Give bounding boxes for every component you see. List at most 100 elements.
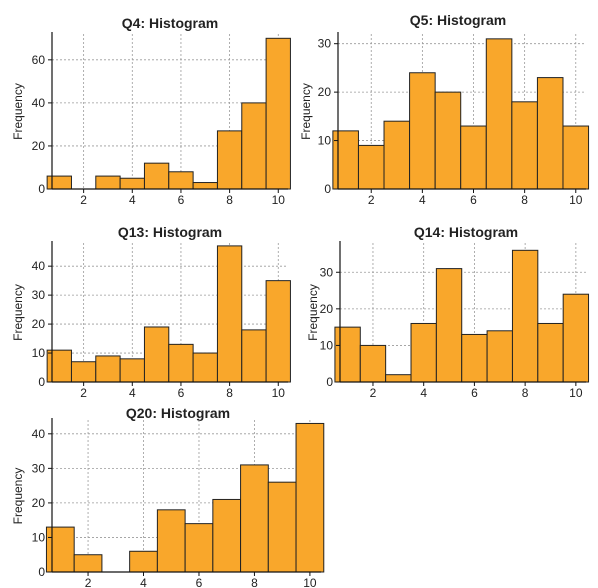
y-tick-label: 0 bbox=[38, 565, 45, 579]
histogram-panel: Q20: Histogram Frequency 2 4 6 8 10 0 10 20 30 40 bbox=[11, 405, 325, 588]
y-tick-label: 20 bbox=[32, 496, 46, 510]
histogram-bar bbox=[485, 38, 513, 190]
histogram-bar bbox=[267, 481, 297, 573]
x-tick-label: 2 bbox=[85, 576, 92, 588]
histogram-bar bbox=[241, 329, 267, 383]
x-tick-label: 8 bbox=[521, 193, 528, 207]
histogram-bar bbox=[168, 343, 194, 383]
x-tick-label: 2 bbox=[80, 386, 87, 400]
histogram-bar bbox=[119, 358, 145, 383]
x-tick-label: 4 bbox=[129, 386, 136, 400]
histogram-bar bbox=[129, 550, 158, 573]
y-tick-label: 30 bbox=[32, 461, 46, 475]
y-tick-label: 40 bbox=[32, 259, 46, 273]
y-tick-label: 0 bbox=[38, 375, 45, 389]
y-tick-label: 20 bbox=[318, 85, 332, 99]
chart-title: Q13: Histogram bbox=[118, 224, 222, 240]
y-axis-label: Frequency bbox=[306, 284, 320, 341]
x-tick-label: 4 bbox=[129, 193, 136, 207]
y-tick-label: 40 bbox=[32, 96, 46, 110]
histogram-bar bbox=[332, 130, 359, 190]
x-tick-label: 2 bbox=[370, 386, 377, 400]
y-tick-label: 30 bbox=[318, 37, 332, 51]
histogram-bar bbox=[184, 523, 214, 573]
histogram-bar bbox=[212, 498, 242, 573]
histogram-bar bbox=[73, 554, 103, 573]
y-tick-label: 30 bbox=[32, 288, 46, 302]
histogram-bar bbox=[70, 361, 97, 383]
histogram-bar bbox=[192, 352, 218, 383]
y-axis-label: Frequency bbox=[11, 468, 25, 525]
histogram-bar bbox=[562, 293, 590, 383]
histogram-bar bbox=[511, 101, 538, 190]
y-tick-label: 40 bbox=[32, 427, 46, 441]
histogram-bar bbox=[385, 374, 412, 383]
histogram-bar bbox=[216, 130, 243, 190]
x-tick-label: 10 bbox=[272, 386, 286, 400]
x-tick-label: 8 bbox=[226, 386, 233, 400]
y-axis-label: Frequency bbox=[11, 83, 25, 140]
histogram-bar bbox=[410, 322, 437, 383]
y-axis-label: Frequency bbox=[299, 83, 313, 140]
x-tick-label: 2 bbox=[368, 193, 375, 207]
histogram-bar bbox=[511, 249, 539, 383]
chart-title: Q20: Histogram bbox=[126, 405, 230, 421]
histogram-bar bbox=[216, 245, 243, 383]
x-tick-label: 10 bbox=[569, 386, 583, 400]
histogram-bar bbox=[486, 330, 513, 383]
histogram-bar bbox=[295, 422, 325, 573]
x-tick-label: 4 bbox=[420, 386, 427, 400]
x-tick-label: 10 bbox=[569, 193, 583, 207]
histogram-bar bbox=[241, 102, 267, 190]
histogram-bar bbox=[168, 171, 194, 190]
histogram-bar bbox=[95, 175, 121, 190]
histogram-bar bbox=[240, 464, 269, 573]
x-tick-label: 10 bbox=[272, 193, 286, 207]
histogram-bar bbox=[46, 349, 72, 383]
y-tick-label: 20 bbox=[32, 317, 46, 331]
x-tick-label: 6 bbox=[196, 576, 203, 588]
histogram-bar bbox=[461, 333, 488, 383]
chart-title: Q14: Histogram bbox=[414, 224, 518, 240]
x-tick-label: 4 bbox=[140, 576, 147, 588]
y-tick-label: 10 bbox=[32, 530, 46, 544]
x-tick-label: 8 bbox=[226, 193, 233, 207]
histogram-panel: Q14: Histogram Frequency 2 4 6 8 10 0 10 20 30 bbox=[306, 224, 590, 400]
y-tick-label: 10 bbox=[32, 346, 46, 360]
chart-title: Q5: Histogram bbox=[410, 12, 506, 28]
x-tick-label: 6 bbox=[471, 386, 478, 400]
histogram-bar bbox=[45, 526, 75, 573]
x-tick-label: 8 bbox=[522, 386, 529, 400]
histogram-bar bbox=[192, 182, 218, 190]
chart-title: Q4: Histogram bbox=[122, 15, 218, 31]
y-axis-label: Frequency bbox=[11, 284, 25, 341]
y-tick-label: 10 bbox=[318, 134, 332, 148]
y-tick-label: 60 bbox=[32, 53, 46, 67]
histogram-bar bbox=[265, 37, 291, 190]
histogram-panel: Q13: Histogram Frequency 2 4 6 8 10 0 10 20 30 40 bbox=[11, 224, 291, 400]
histogram-bar bbox=[334, 326, 361, 383]
y-tick-label: 30 bbox=[320, 265, 334, 279]
histogram-bar bbox=[95, 355, 121, 383]
histogram-bar bbox=[409, 72, 436, 190]
x-tick-label: 4 bbox=[419, 193, 426, 207]
y-tick-label: 0 bbox=[326, 375, 333, 389]
histogram-bar bbox=[562, 125, 590, 190]
histogram-bar bbox=[537, 322, 564, 383]
histogram-panel: Q5: Histogram Frequency 2 4 6 8 10 0 10 20 30 bbox=[299, 12, 590, 207]
y-tick-label: 10 bbox=[320, 338, 334, 352]
histogram-bar bbox=[383, 120, 411, 190]
histogram-bar bbox=[435, 268, 463, 383]
histogram-panel: Q4: Histogram Frequency 2 4 6 8 10 0 20 40 60 bbox=[11, 15, 291, 207]
x-tick-label: 6 bbox=[178, 386, 185, 400]
x-tick-label: 2 bbox=[80, 193, 87, 207]
histogram-bar bbox=[434, 91, 462, 190]
y-tick-label: 0 bbox=[38, 182, 45, 196]
histogram-bar bbox=[143, 162, 170, 190]
histogram-bar bbox=[359, 344, 387, 383]
histogram-bar bbox=[156, 509, 186, 573]
histogram-bar bbox=[46, 175, 72, 190]
x-tick-label: 8 bbox=[251, 576, 258, 588]
x-tick-label: 10 bbox=[303, 576, 317, 588]
